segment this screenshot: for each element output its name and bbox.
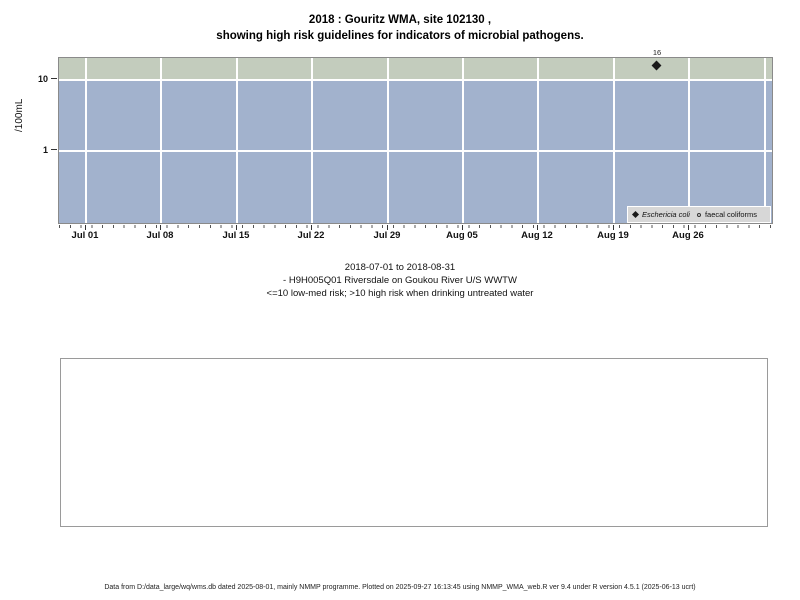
gridline-y10 — [59, 79, 772, 81]
data-point-value-label: 16 — [652, 48, 662, 57]
x-tick-mark — [85, 225, 86, 230]
x-tick-label: Jul 01 — [71, 230, 99, 241]
y-tick-mark — [51, 78, 57, 79]
plot-area: 16 Eschericia coli faecal coliforms — [58, 48, 773, 224]
gridline-vertical — [688, 58, 690, 223]
x-tick-mark — [387, 225, 388, 230]
y-tick-label: 10 — [37, 74, 48, 84]
x-tick-mark — [236, 225, 237, 230]
gridline-vertical — [85, 58, 87, 223]
gridline-y1 — [59, 150, 772, 152]
legend: Eschericia coli faecal coliforms — [627, 206, 771, 223]
caption-site-description: - H9H005Q01 Riversdale on Goukou River U… — [283, 275, 517, 286]
open-circle-icon — [696, 212, 701, 217]
gridline-vertical — [160, 58, 162, 223]
gridline-vertical — [462, 58, 464, 223]
gridline-vertical — [613, 58, 615, 223]
x-tick-label: Jul 22 — [297, 230, 325, 241]
chart-title-line1: 2018 : Gouritz WMA, site 102130 , — [308, 14, 492, 26]
gridline-vertical — [537, 58, 539, 223]
x-tick-label: Aug 19 — [597, 230, 629, 241]
y-tick-label: 1 — [42, 145, 48, 155]
x-tick-mark — [311, 225, 312, 230]
chart-title-line2: showing high risk guidelines for indicat… — [216, 30, 584, 42]
x-tick-mark — [462, 225, 463, 230]
gridline-vertical — [764, 58, 766, 223]
legend-item-faecal-coliforms: faecal coliforms — [696, 210, 758, 219]
x-tick-label: Aug 12 — [521, 230, 553, 241]
x-tick-label: Jul 08 — [146, 230, 174, 241]
y-axis-label: /100mL — [14, 98, 25, 132]
x-tick-label: Jul 15 — [222, 230, 250, 241]
x-minor-ticks — [59, 225, 773, 228]
legend-item-ecoli: Eschericia coli — [631, 210, 690, 219]
footer-provenance: Data from D:/data_large/wq/wms.db dated … — [104, 584, 696, 591]
gridline-vertical — [387, 58, 389, 223]
gridline-vertical — [236, 58, 238, 223]
x-tick-mark — [537, 225, 538, 230]
x-tick-mark — [160, 225, 161, 230]
x-tick-label: Jul 29 — [373, 230, 401, 241]
high-risk-band — [59, 58, 772, 80]
chart-title: 2018 : Gouritz WMA, site 102130 , showin… — [0, 12, 800, 44]
x-tick-mark — [613, 225, 614, 230]
y-tick-mark — [51, 149, 57, 150]
x-tick-label: Aug 05 — [446, 230, 478, 241]
caption-date-range: 2018-07-01 to 2018-08-31 — [344, 262, 456, 273]
legend-label-ecoli: Eschericia coli — [642, 210, 690, 219]
empty-panel — [60, 358, 768, 527]
filled-diamond-icon — [631, 210, 640, 219]
x-tick-label: Aug 26 — [672, 230, 704, 241]
gridline-vertical — [311, 58, 313, 223]
x-tick-mark — [688, 225, 689, 230]
caption-risk-guideline: <=10 low-med risk; >10 high risk when dr… — [266, 288, 534, 299]
legend-label-faecal-coliforms: faecal coliforms — [704, 210, 758, 219]
